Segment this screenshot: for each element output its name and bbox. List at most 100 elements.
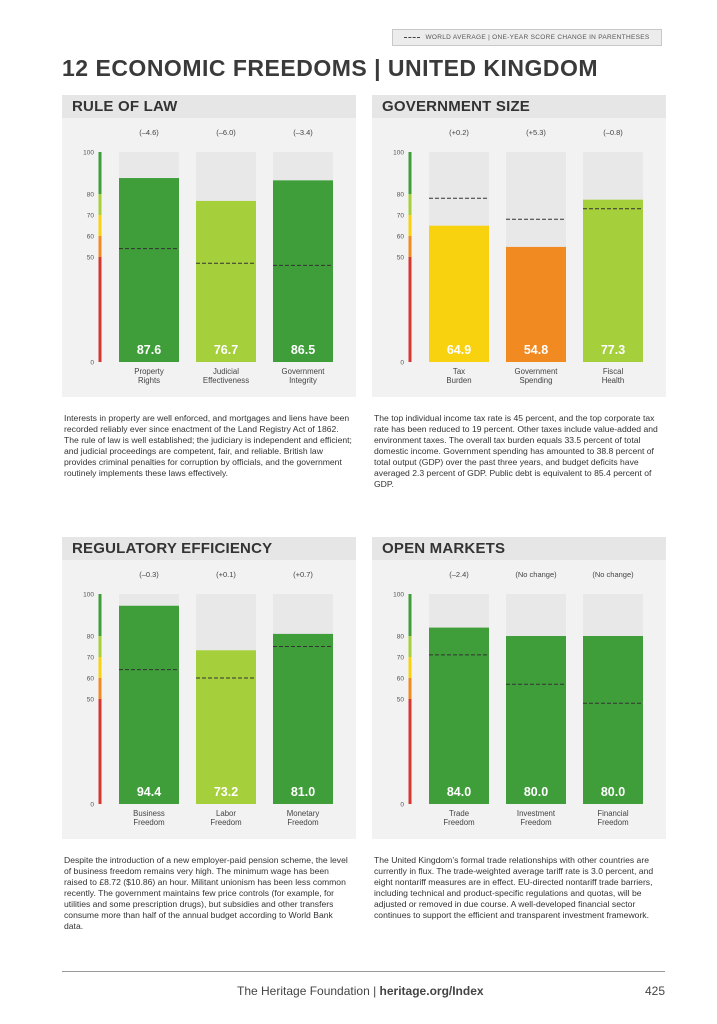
bar-value-label: 94.4 xyxy=(137,785,161,799)
bar-value-label: 73.2 xyxy=(214,785,238,799)
y-axis-color-band xyxy=(408,636,412,657)
y-tick-label: 0 xyxy=(400,802,404,809)
y-axis-color-band xyxy=(98,657,102,678)
y-axis-color-band xyxy=(98,194,102,215)
bar-value-label: 76.7 xyxy=(214,343,238,357)
y-tick-label: 70 xyxy=(87,655,95,662)
x-category-label: Government xyxy=(515,367,559,376)
y-axis-color-band xyxy=(98,152,102,194)
panel-rule-of-law: RULE OF LAW 100 80 70 60 50 0 87.6 (–4.6) Proper… xyxy=(62,95,356,478)
y-tick-label: 100 xyxy=(393,592,404,599)
bar xyxy=(273,180,333,362)
y-axis-color-band xyxy=(98,678,102,699)
bar xyxy=(506,636,566,804)
score-change-label: (+0.7) xyxy=(293,570,313,579)
y-tick-label: 80 xyxy=(87,192,95,199)
score-change-label: (–2.4) xyxy=(449,570,469,579)
panel-title: GOVERNMENT SIZE xyxy=(372,95,666,118)
score-change-label: (+5.3) xyxy=(526,128,546,137)
x-category-label: Government xyxy=(282,367,326,376)
score-change-label: (–0.8) xyxy=(603,128,623,137)
y-tick-label: 50 xyxy=(87,697,95,704)
x-category-label: Spending xyxy=(520,376,553,385)
x-category-label: Judicial xyxy=(213,367,239,376)
y-axis-color-band xyxy=(98,594,102,636)
y-tick-label: 60 xyxy=(87,234,95,241)
y-tick-label: 0 xyxy=(400,360,404,367)
x-category-label: Financial xyxy=(597,809,628,818)
score-change-label: (–3.4) xyxy=(293,128,313,137)
bar-value-label: 54.8 xyxy=(524,343,548,357)
x-category-label: Freedom xyxy=(133,818,164,827)
chart-area: 100 80 70 60 50 0 64.9 (+0.2) Tax Burden 54.8 (+5.3… xyxy=(372,118,666,397)
world-average-dash-icon xyxy=(404,37,421,38)
x-category-label: Effectiveness xyxy=(203,376,249,385)
page-number: 425 xyxy=(645,984,666,998)
bar xyxy=(196,200,256,362)
y-tick-label: 60 xyxy=(397,234,405,241)
panel-description: Interests in property are well enforced,… xyxy=(64,413,352,478)
footer-credit: The Heritage Foundation | heritage.org/I… xyxy=(237,984,484,998)
x-category-label: Business xyxy=(133,809,165,818)
y-axis-color-band xyxy=(408,194,412,215)
y-tick-label: 70 xyxy=(397,655,405,662)
y-tick-label: 60 xyxy=(397,676,405,683)
bar xyxy=(583,199,643,362)
bar-chart: 10080706050094.4(–0.3)BusinessFreedom73.… xyxy=(83,570,333,827)
panel-government-size: GOVERNMENT SIZE 100 80 70 60 50 0 64.9 (+0.2) Ta… xyxy=(372,95,666,489)
legend-box: WORLD AVERAGE | ONE-YEAR SCORE CHANGE IN… xyxy=(392,29,662,46)
footer-org: The Heritage Foundation | xyxy=(237,984,380,998)
score-change-label: (+0.2) xyxy=(449,128,469,137)
score-change-label: (No change) xyxy=(515,570,557,579)
bar-value-label: 84.0 xyxy=(447,785,471,799)
y-tick-label: 80 xyxy=(397,192,405,199)
panel-regulatory-efficiency: REGULATORY EFFICIENCY 100 80 70 60 50 0 94.4 (–… xyxy=(62,537,356,931)
bar xyxy=(196,650,256,804)
bar xyxy=(583,636,643,804)
y-tick-label: 100 xyxy=(83,592,94,599)
score-change-label: (–6.0) xyxy=(216,128,236,137)
y-tick-label: 60 xyxy=(87,676,95,683)
y-tick-label: 0 xyxy=(90,360,94,367)
bar xyxy=(119,178,179,362)
bar xyxy=(429,225,489,362)
y-axis-color-band xyxy=(98,257,102,362)
footer-divider xyxy=(62,971,665,972)
bar xyxy=(119,605,179,804)
y-axis-color-band xyxy=(408,215,412,236)
panel-title: REGULATORY EFFICIENCY xyxy=(62,537,356,560)
y-axis-color-band xyxy=(98,699,102,804)
y-tick-label: 50 xyxy=(397,697,405,704)
bar xyxy=(506,246,566,362)
x-category-label: Freedom xyxy=(597,818,628,827)
bar-value-label: 80.0 xyxy=(524,785,548,799)
legend-text: WORLD AVERAGE | ONE-YEAR SCORE CHANGE IN… xyxy=(425,34,650,41)
y-axis-color-band xyxy=(98,636,102,657)
bar xyxy=(429,627,489,804)
bar-value-label: 77.3 xyxy=(601,343,625,357)
x-category-label: Labor xyxy=(216,809,236,818)
panel-title: OPEN MARKETS xyxy=(372,537,666,560)
x-category-label: Integrity xyxy=(289,376,317,385)
y-axis-color-band xyxy=(408,152,412,194)
x-category-label: Health xyxy=(602,376,625,385)
bar-value-label: 87.6 xyxy=(137,343,161,357)
y-tick-label: 0 xyxy=(90,802,94,809)
x-category-label: Property xyxy=(134,367,164,376)
panel-open-markets: OPEN MARKETS 100 80 70 60 50 0 84.0 (–2.4) Trade… xyxy=(372,537,666,920)
footer-url[interactable]: heritage.org/Index xyxy=(379,984,484,998)
chart-area: 100 80 70 60 50 0 84.0 (–2.4) Trade Freedom 80.0 (N… xyxy=(372,560,666,839)
y-tick-label: 80 xyxy=(397,634,405,641)
x-category-label: Monetary xyxy=(287,809,320,818)
x-category-label: Freedom xyxy=(210,818,241,827)
x-category-label: Freedom xyxy=(520,818,551,827)
panel-description: Despite the introduction of a new employ… xyxy=(64,855,348,931)
y-tick-label: 50 xyxy=(397,255,405,262)
x-category-label: Freedom xyxy=(443,818,474,827)
x-category-label: Rights xyxy=(138,376,160,385)
y-tick-label: 100 xyxy=(393,150,404,157)
y-axis-color-band xyxy=(408,594,412,636)
x-category-label: Trade xyxy=(449,809,469,818)
score-change-label: (No change) xyxy=(592,570,634,579)
